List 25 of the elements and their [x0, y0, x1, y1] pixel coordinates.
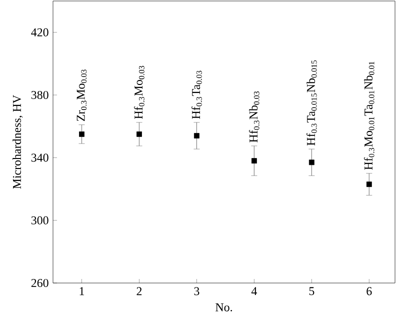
annotation: Hf$_{0.3}$Ta$_{0.015}$Nb$_{0.015}$ [306, 60, 317, 146]
point [136, 131, 142, 137]
x-tick-label: 4 [251, 287, 257, 296]
x-tick-label: 5 [309, 287, 314, 296]
annotation: Hf$_{0.3}$Mo$_{0.03}$ [134, 66, 144, 119]
y-axis-title: Microhardness, HV [12, 95, 23, 189]
x-tick-label: 1 [80, 287, 84, 296]
y-tick-label: 420 [31, 28, 48, 36]
y-tick-label: 380 [31, 90, 48, 100]
point [79, 131, 84, 137]
annotation: Hf$_{0.3}$Ta$_{0.03}$ [192, 70, 202, 119]
y-tick-label: 340 [31, 154, 48, 162]
x-tick-label: 6 [366, 287, 372, 296]
x-tick-label: 3 [194, 287, 200, 296]
y-tick-label: 300 [31, 216, 48, 224]
y-tick-label: 260 [31, 278, 48, 288]
x-tick-label: 2 [136, 287, 142, 296]
point [194, 133, 200, 138]
annotation: Hf$_{0.3}$Nb$_{0.03}$ [249, 91, 260, 142]
annotation: Zr$_{0.3}$Mo$_{0.03}$ [76, 70, 87, 121]
point [251, 158, 257, 164]
annotation: Hf$_{0.3}$Mo$_{0.01}$Ta$_{0.01}$Nb$_{0.01}$ [364, 62, 374, 170]
point [308, 160, 314, 166]
point [366, 182, 372, 187]
x-axis-title: No. [216, 303, 232, 312]
